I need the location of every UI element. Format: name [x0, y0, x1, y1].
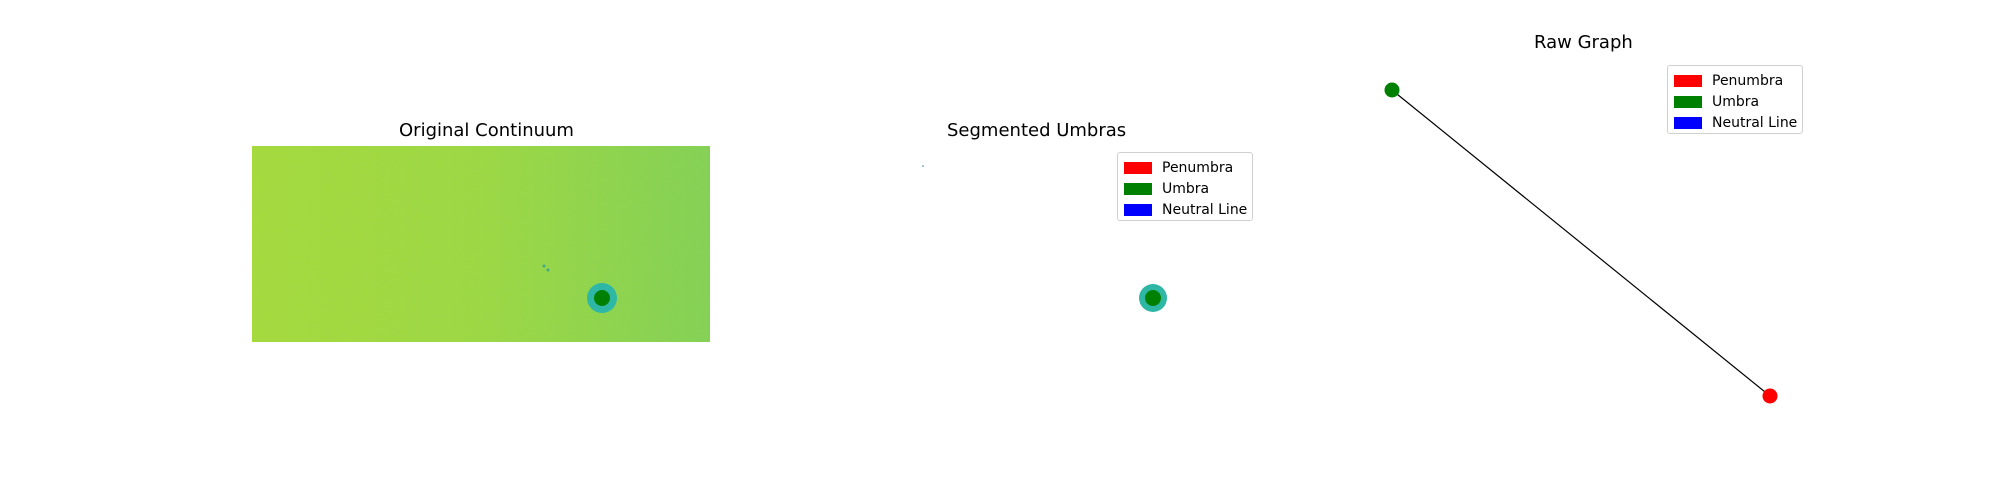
segmented-svg	[922, 165, 1167, 312]
umbra-swatch	[1124, 182, 1152, 195]
legend-entry-neutral-line: Neutral Line	[1674, 112, 1798, 133]
umbra-swatch	[1674, 95, 1702, 108]
penumbra-swatch	[1674, 74, 1702, 87]
continuum-speck	[546, 268, 550, 272]
legend-entry-umbra: Umbra	[1124, 178, 1246, 199]
segmented-umbra	[1145, 290, 1161, 306]
panel2-title: Segmented Umbras	[947, 120, 1127, 141]
neutral-line-swatch	[1124, 203, 1152, 216]
neutral-line-swatch	[1674, 116, 1702, 129]
legend-label-penumbra: Penumbra	[1162, 159, 1234, 176]
graph-edge	[1391, 89, 1771, 397]
raw-graph-svg	[1384, 82, 1778, 404]
legend-label-neutral-line: Neutral Line	[1162, 201, 1248, 218]
panel1-title: Original Continuum	[399, 120, 574, 141]
panel3-title: Raw Graph	[1534, 32, 1633, 53]
continuum-image	[252, 146, 710, 342]
continuum-svg	[252, 146, 710, 342]
segment-dot	[922, 165, 924, 167]
graph-node-umbra	[1384, 82, 1400, 98]
legend-entry-penumbra: Penumbra	[1124, 157, 1246, 178]
legend-label-neutral-line: Neutral Line	[1712, 114, 1798, 131]
continuum-speck	[542, 264, 546, 268]
continuum-noise	[252, 146, 710, 342]
penumbra-swatch	[1124, 161, 1152, 174]
graph-node-penumbra	[1762, 388, 1778, 404]
legend-entry-neutral-line: Neutral Line	[1124, 199, 1248, 220]
legend-entry-umbra: Umbra	[1674, 91, 1796, 112]
legend-label-umbra: Umbra	[1162, 180, 1210, 197]
segmented-legend: Penumbra Umbra Neutral Line	[1117, 152, 1253, 221]
legend-label-umbra: Umbra	[1712, 93, 1760, 110]
legend-label-penumbra: Penumbra	[1712, 72, 1784, 89]
raw-graph-legend: Penumbra Umbra Neutral Line	[1667, 65, 1803, 134]
legend-entry-penumbra: Penumbra	[1674, 70, 1796, 91]
continuum-umbra	[594, 290, 610, 306]
